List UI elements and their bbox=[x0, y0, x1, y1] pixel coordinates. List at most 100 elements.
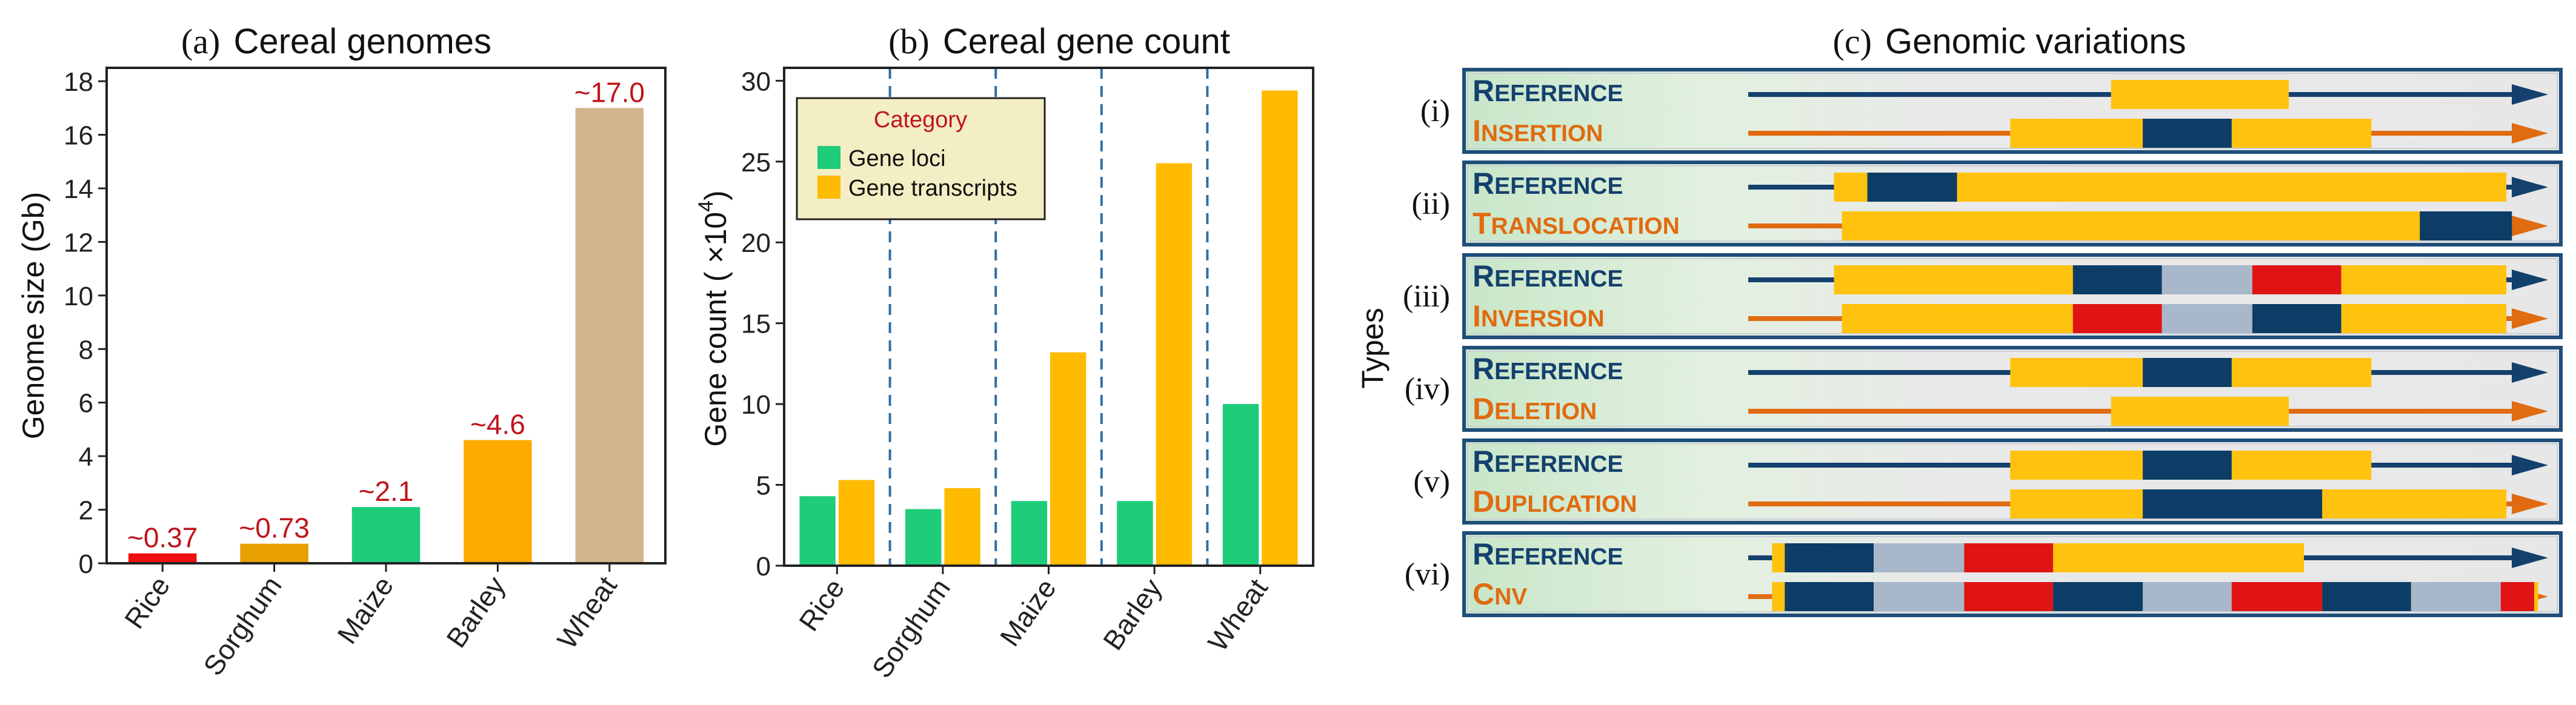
bar-value-label-barley: ~4.6 bbox=[470, 409, 525, 440]
variant-track-dark-block bbox=[2420, 211, 2512, 240]
small-caps-initial: R bbox=[1473, 167, 1494, 200]
y-tick-label: 10 bbox=[64, 282, 93, 311]
reference-track-arrowhead bbox=[2512, 84, 2548, 105]
bar-barley bbox=[464, 440, 532, 563]
variant-label: CNV bbox=[1473, 577, 1527, 611]
variant-track-grey-block bbox=[2162, 304, 2252, 333]
panel-a-x-axis: Rice Sorghum Maize Barley Wheat bbox=[118, 563, 623, 681]
x-tick-label-sorghum: Sorghum bbox=[197, 571, 288, 681]
bar-maize bbox=[351, 507, 421, 563]
variant-track-arrowhead bbox=[2512, 401, 2548, 422]
variant-track-dark-block bbox=[2143, 119, 2232, 148]
variant-label: INVERSION bbox=[1473, 299, 1605, 333]
variant-track-red-block bbox=[2231, 582, 2323, 611]
y-tick-label: 5 bbox=[756, 471, 771, 501]
panel-b-ylabel-close: ) bbox=[699, 190, 733, 200]
y-tick-label: 12 bbox=[64, 228, 93, 257]
reference-label: REFERENCE bbox=[1473, 352, 1623, 386]
reference-label: REFERENCE bbox=[1473, 259, 1623, 293]
reference-track-arrowhead bbox=[2512, 177, 2548, 197]
small-caps-initial: T bbox=[1473, 207, 1491, 240]
legend-label-gene-loci: Gene loci bbox=[848, 146, 946, 171]
bar-gene-loci-maize bbox=[1011, 501, 1047, 566]
variant-track-dark-block bbox=[2143, 489, 2323, 518]
x-tick-label-rice: Rice bbox=[118, 571, 176, 634]
bar-wheat bbox=[575, 108, 644, 563]
variant-track-arrowhead bbox=[2512, 216, 2548, 236]
panel-b-bars bbox=[799, 90, 1298, 566]
variant-track-dark-block bbox=[2322, 582, 2411, 611]
panel-a-y-axis: 0 2 4 6 8 10 12 14 16 18 bbox=[64, 67, 107, 579]
panel-c-label: (c) bbox=[1833, 22, 1872, 61]
small-caps-initial: I bbox=[1473, 114, 1481, 148]
variant-track-red-block bbox=[2072, 304, 2162, 333]
variant-track-arrowhead bbox=[2512, 123, 2548, 144]
reference-label: REFERENCE bbox=[1473, 74, 1623, 108]
variant-track-arrowhead bbox=[2512, 308, 2548, 329]
small-caps-rest: ELETION bbox=[1494, 399, 1597, 425]
bar-value-label-sorghum: ~0.73 bbox=[239, 512, 309, 544]
panel-b-ylabel-exponent: 4 bbox=[694, 200, 717, 212]
panel-b-x-axis: Rice Sorghum Maize Barley Wheat bbox=[793, 566, 1274, 684]
panel-c-title-text: Genomic variations bbox=[1885, 22, 2186, 61]
bar-sorghum bbox=[240, 543, 308, 563]
reference-track-dark-block bbox=[2072, 265, 2162, 294]
panel-a-title: (a) Cereal genomes bbox=[181, 22, 491, 61]
y-tick-label: 4 bbox=[79, 442, 93, 472]
bar-gene-transcripts-maize bbox=[1050, 352, 1087, 566]
small-caps-rest: UPLICATION bbox=[1494, 491, 1637, 517]
small-caps-rest: RANSLOCATION bbox=[1491, 213, 1680, 239]
panel-b: (b) Cereal gene count 0 5 10 15 20 25 30 Rice S… bbox=[694, 22, 1314, 684]
reference-track-red-block bbox=[1964, 543, 2054, 572]
variant-track-segment bbox=[2111, 397, 2289, 426]
y-tick-label: 2 bbox=[79, 496, 93, 526]
variant-track-grey-block bbox=[2411, 582, 2501, 611]
bar-gene-loci-wheat bbox=[1222, 404, 1259, 566]
reference-track-grey-block bbox=[2162, 265, 2252, 294]
small-caps-rest: EFERENCE bbox=[1494, 81, 1623, 107]
panel-b-label: (b) bbox=[888, 22, 930, 61]
y-tick-label: 18 bbox=[64, 67, 93, 97]
panel-b-frame bbox=[783, 67, 1314, 567]
variant-track-grey-block bbox=[2143, 582, 2232, 611]
variant-track-red-block bbox=[1964, 582, 2054, 611]
reference-label: REFERENCE bbox=[1473, 445, 1623, 478]
x-tick-label-rice: Rice bbox=[793, 573, 850, 637]
variant-track-dark-block bbox=[1785, 582, 1874, 611]
bar-gene-transcripts-wheat bbox=[1262, 90, 1298, 566]
y-tick-label: 10 bbox=[741, 390, 771, 420]
variant-label: DELETION bbox=[1473, 392, 1597, 426]
variation-row-inversion: (iii) REFERENCE INVERSION bbox=[1403, 253, 2563, 339]
reference-label: REFERENCE bbox=[1473, 537, 1623, 571]
small-caps-initial: R bbox=[1473, 445, 1494, 478]
row-panel-inner bbox=[1467, 258, 2558, 334]
variant-track-dark-block bbox=[2053, 582, 2143, 611]
variant-track-arrowhead bbox=[2512, 494, 2548, 514]
y-tick-label: 0 bbox=[756, 552, 771, 581]
variation-row-deletion: (iv) REFERENCE DELETION bbox=[1405, 346, 2563, 432]
reference-track-grey-block bbox=[1873, 543, 1965, 572]
x-tick-label-maize: Maize bbox=[994, 573, 1062, 652]
reference-track-arrowhead bbox=[2512, 270, 2548, 290]
panel-c: (c) Genomic variations Types (i)REFERENC… bbox=[1356, 22, 2563, 617]
panel-b-y-axis: 0 5 10 15 20 25 30 bbox=[741, 67, 784, 581]
y-tick-label: 6 bbox=[79, 389, 93, 419]
small-caps-initial: D bbox=[1473, 392, 1494, 426]
reference-track-arrowhead bbox=[2512, 455, 2548, 475]
small-caps-rest: EFERENCE bbox=[1494, 266, 1623, 292]
x-tick-label-wheat: Wheat bbox=[551, 571, 623, 655]
small-caps-initial: I bbox=[1473, 299, 1481, 333]
reference-track-red-block bbox=[2252, 265, 2341, 294]
row-panel-inner bbox=[1467, 165, 2558, 242]
row-panel-inner bbox=[1467, 443, 2558, 520]
small-caps-rest: NVERSION bbox=[1481, 306, 1605, 332]
small-caps-initial: C bbox=[1473, 577, 1494, 611]
y-tick-label: 8 bbox=[79, 335, 93, 365]
row-numeral: (iv) bbox=[1405, 372, 1450, 406]
panel-a-label: (a) bbox=[181, 22, 220, 61]
reference-track-dark-block bbox=[2143, 451, 2232, 480]
small-caps-rest: NV bbox=[1494, 584, 1527, 610]
